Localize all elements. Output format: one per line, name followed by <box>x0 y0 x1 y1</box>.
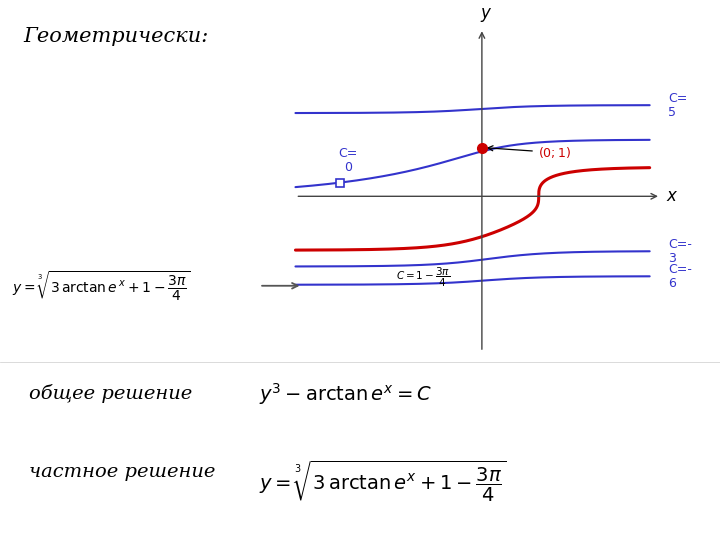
Text: $C = 1 - \dfrac{3\pi}{4}$: $C = 1 - \dfrac{3\pi}{4}$ <box>396 265 451 288</box>
Text: $y$: $y$ <box>480 5 492 24</box>
Text: Геометрически:: Геометрически: <box>23 26 208 45</box>
Text: C=-
6: C=- 6 <box>668 263 692 290</box>
Text: $y = \sqrt[3]{3\,\arctan e^x + 1 - \dfrac{3\pi}{4}}$: $y = \sqrt[3]{3\,\arctan e^x + 1 - \dfra… <box>259 458 507 504</box>
Text: общее решение: общее решение <box>29 384 192 403</box>
Text: C=
0: C= 0 <box>338 147 357 174</box>
Text: C=-
3: C=- 3 <box>668 238 692 265</box>
Text: $(0;1)$: $(0;1)$ <box>488 145 571 160</box>
Text: $y = \sqrt[3]{3\,\mathrm{arctan}\,e^{\,x} + 1 - \dfrac{3\pi}{4}}$: $y = \sqrt[3]{3\,\mathrm{arctan}\,e^{\,x… <box>12 269 190 302</box>
Text: частное решение: частное решение <box>29 463 215 481</box>
Text: $x$: $x$ <box>667 187 679 205</box>
Text: C=
5: C= 5 <box>668 92 688 119</box>
Text: $y^3 - \arctan e^x = C$: $y^3 - \arctan e^x = C$ <box>259 381 432 407</box>
